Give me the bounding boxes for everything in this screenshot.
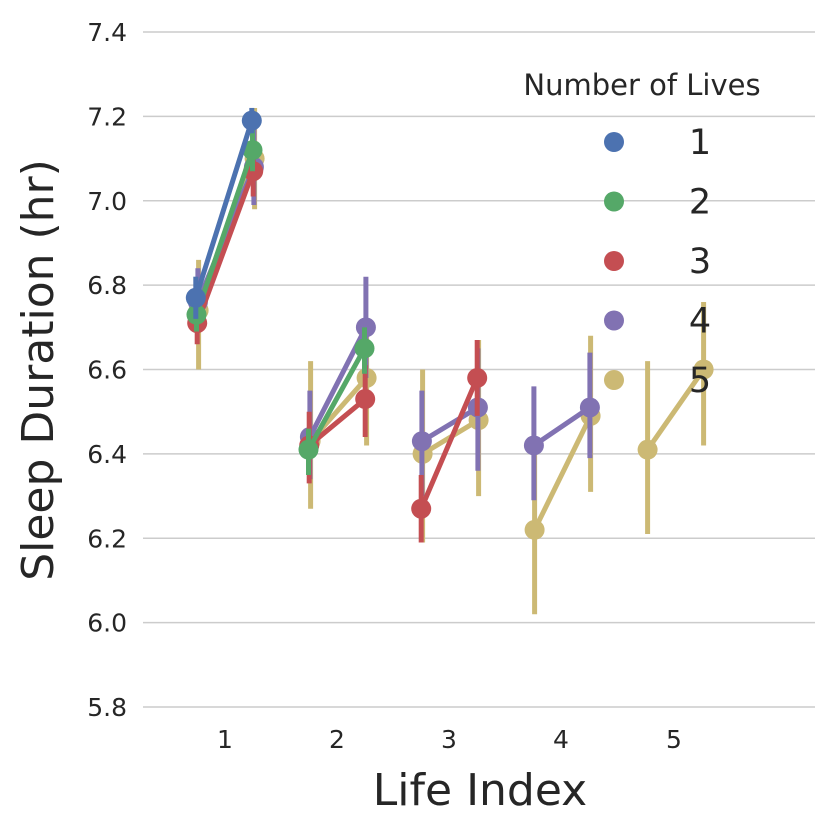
series-2 [186,129,375,475]
data-point [185,287,206,308]
legend: Number of Lives 1 2 3 4 5 [523,68,760,401]
legend-label: 5 [689,361,711,401]
legend-marker-4 [604,310,624,331]
y-tick-label: 6.4 [87,440,127,469]
x-tick-label: 1 [217,725,233,754]
data-point [241,110,262,131]
series-1 [185,107,262,319]
series-line [306,345,367,453]
x-tick-label: 4 [553,725,569,754]
y-tick-label: 6.8 [87,271,127,300]
legend-label: 4 [689,302,711,342]
legend-title: Number of Lives [523,68,760,102]
series-line [419,404,481,444]
data-point [411,431,432,452]
data-point [579,397,600,418]
y-tick-label: 6.0 [87,609,127,638]
y-tick-label: 7.2 [87,102,127,131]
series-line [306,396,368,448]
legend-marker-5 [604,370,624,390]
data-point [693,359,714,380]
y-axis-label: Sleep Duration (hr) [13,159,64,581]
data-point [467,367,488,388]
y-tick-label: 7.4 [87,18,127,47]
legend-label: 3 [689,242,711,282]
data-point [524,519,545,540]
series [185,107,714,615]
x-tick-label: 3 [441,725,457,754]
data-point [637,439,658,460]
series-line [531,404,593,448]
series-line [418,375,480,512]
y-tick-label: 6.2 [87,524,127,553]
data-point [354,338,375,359]
data-point [523,435,544,456]
legend-label: 2 [689,183,711,223]
x-axis-ticks: 1 2 3 4 5 [217,725,682,754]
legend-label: 1 [689,123,711,163]
y-tick-label: 7.0 [87,187,127,216]
legend-marker-2 [604,191,624,212]
series-line [193,118,255,301]
legend-marker-1 [604,132,624,152]
series-line [194,147,255,318]
series-line [532,413,594,533]
y-tick-label: 5.8 [87,693,127,722]
data-point [355,389,376,410]
series-line [645,367,707,453]
data-point [298,439,319,460]
x-tick-label: 5 [666,725,682,754]
data-point [411,498,432,519]
y-tick-label: 6.6 [87,356,127,385]
series-line [194,168,256,326]
x-tick-label: 2 [329,725,345,754]
x-axis-label: Life Index [373,765,587,816]
legend-marker-3 [604,251,624,271]
data-point [242,140,263,161]
y-axis-ticks: 5.8 6.0 6.2 6.4 6.6 6.8 7.0 7.2 7.4 [87,18,127,722]
